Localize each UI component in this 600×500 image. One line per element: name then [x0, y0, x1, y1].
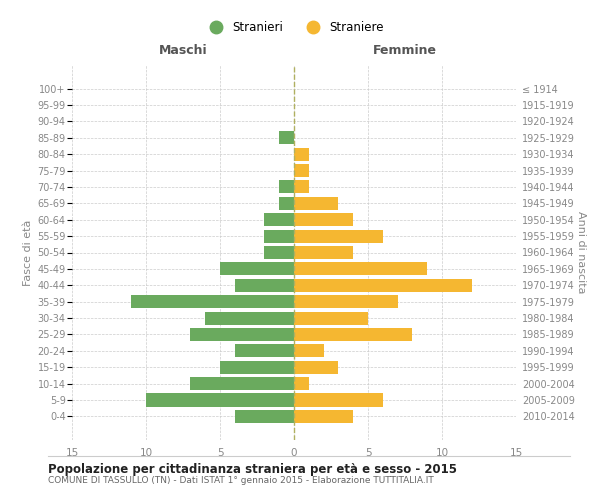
Bar: [294, 197, 338, 210]
Bar: [131, 295, 294, 308]
Legend: Stranieri, Straniere: Stranieri, Straniere: [199, 16, 389, 38]
Y-axis label: Anni di nascita: Anni di nascita: [576, 211, 586, 294]
Bar: [294, 180, 309, 194]
Bar: [146, 394, 294, 406]
Bar: [279, 131, 294, 144]
Bar: [205, 312, 294, 324]
Bar: [294, 230, 383, 242]
Bar: [294, 312, 368, 324]
Bar: [294, 377, 309, 390]
Bar: [294, 394, 383, 406]
Text: Femmine: Femmine: [373, 44, 437, 58]
Bar: [279, 180, 294, 194]
Bar: [220, 360, 294, 374]
Bar: [294, 295, 398, 308]
Bar: [294, 328, 412, 341]
Text: COMUNE DI TASSULLO (TN) - Dati ISTAT 1° gennaio 2015 - Elaborazione TUTTITALIA.I: COMUNE DI TASSULLO (TN) - Dati ISTAT 1° …: [48, 476, 434, 485]
Bar: [190, 377, 294, 390]
Bar: [265, 230, 294, 242]
Text: Maschi: Maschi: [158, 44, 208, 58]
Bar: [294, 278, 472, 292]
Bar: [190, 328, 294, 341]
Bar: [294, 360, 338, 374]
Bar: [294, 246, 353, 259]
Bar: [235, 344, 294, 358]
Bar: [294, 344, 323, 358]
Bar: [235, 410, 294, 423]
Bar: [235, 278, 294, 292]
Bar: [294, 410, 353, 423]
Bar: [294, 164, 309, 177]
Bar: [220, 262, 294, 276]
Bar: [294, 148, 309, 160]
Bar: [265, 213, 294, 226]
Bar: [279, 197, 294, 210]
Bar: [294, 262, 427, 276]
Bar: [294, 213, 353, 226]
Bar: [265, 246, 294, 259]
Text: Popolazione per cittadinanza straniera per età e sesso - 2015: Popolazione per cittadinanza straniera p…: [48, 462, 457, 475]
Y-axis label: Fasce di età: Fasce di età: [23, 220, 33, 286]
